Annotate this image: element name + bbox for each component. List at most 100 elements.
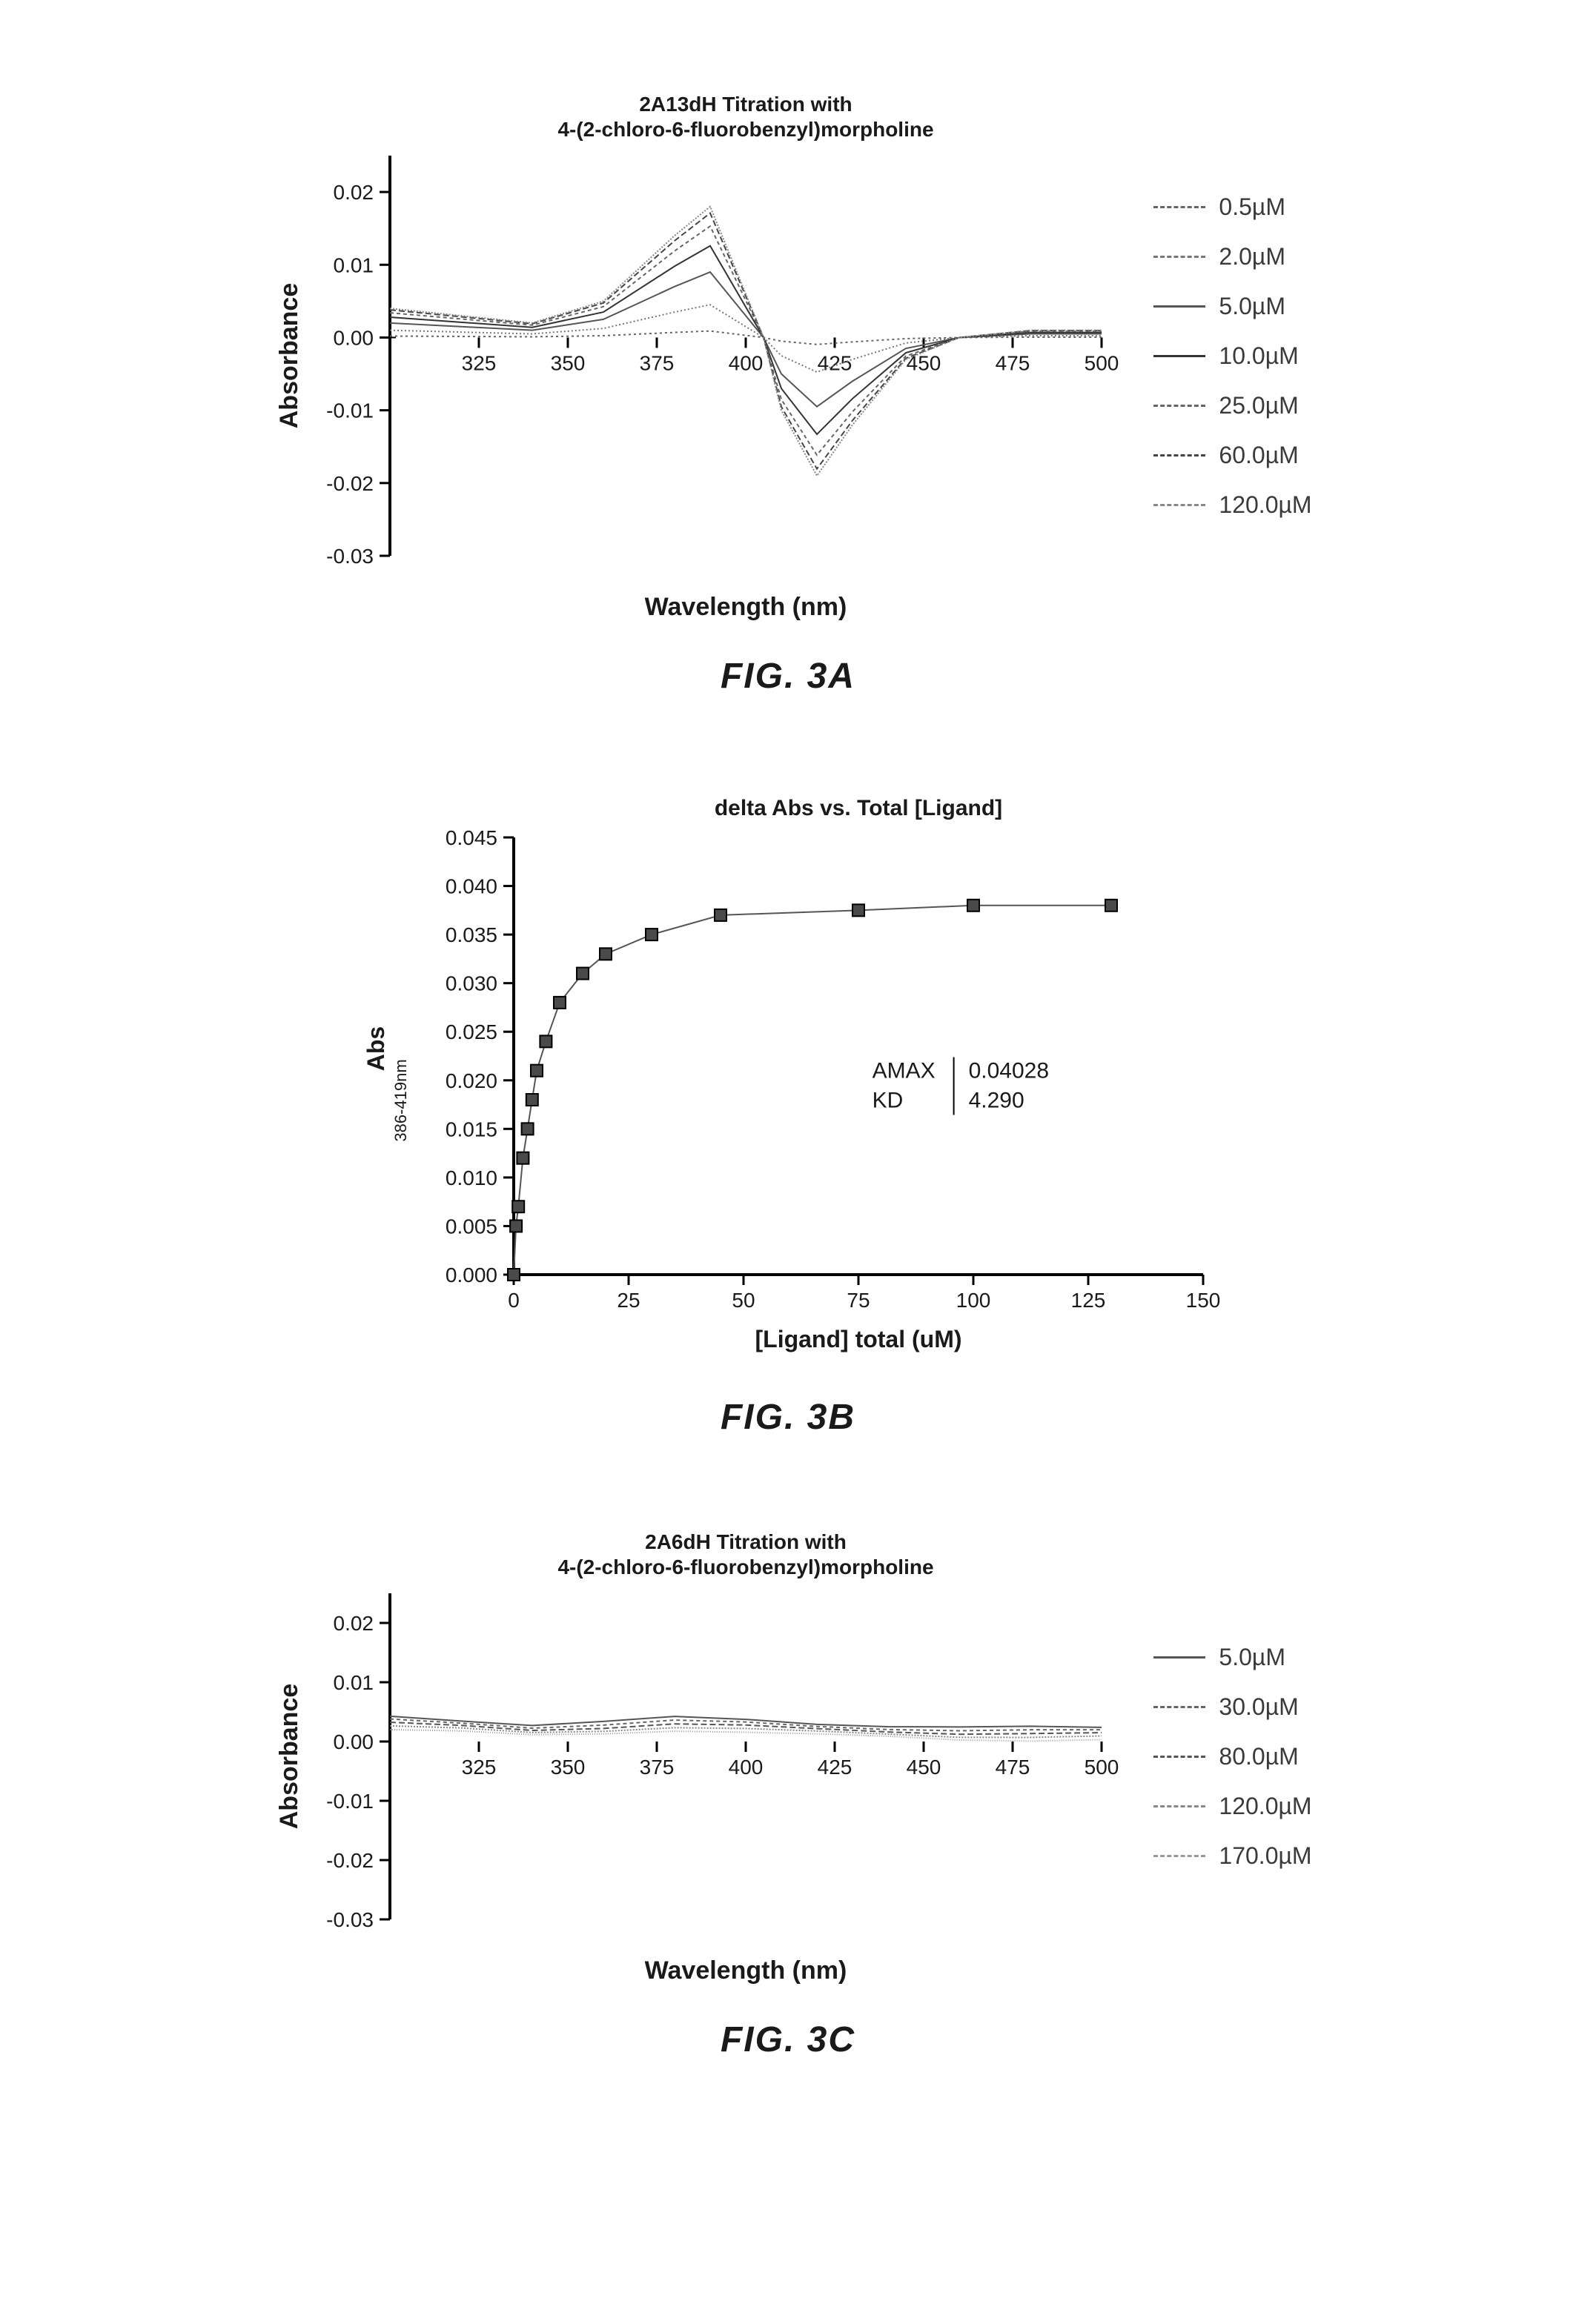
legend-item: 25.0µM	[1153, 392, 1311, 419]
svg-text:KD: KD	[873, 1089, 904, 1113]
figure-3b-chart: delta Abs vs. Total [Ligand] 0.000 0.005 0.…	[343, 786, 1233, 1364]
legend-label: 2.0µM	[1219, 243, 1285, 270]
svg-text:Wavelength (nm): Wavelength (nm)	[645, 1956, 847, 1985]
svg-text:0.01: 0.01	[334, 1671, 374, 1694]
legend-swatch	[1153, 1756, 1205, 1758]
svg-text:386-419nm: 386-419nm	[391, 1059, 410, 1141]
figure-3c-row: 2A6dH Titration with4-(2-chloro-6-fluoro…	[264, 1527, 1311, 1986]
legend-swatch	[1153, 206, 1205, 208]
legend-item: 120.0µM	[1153, 491, 1311, 519]
svg-text:150: 150	[1186, 1289, 1221, 1312]
legend-label: 120.0µM	[1219, 1793, 1311, 1820]
svg-text:2A13dH Titration with: 2A13dH Titration with	[640, 93, 852, 116]
svg-text:0.025: 0.025	[446, 1020, 497, 1043]
legend-item: 120.0µM	[1153, 1793, 1311, 1820]
figure-3b-label: FIG. 3B	[721, 1397, 855, 1438]
legend-label: 0.5µM	[1219, 193, 1285, 221]
svg-text:500: 500	[1085, 1756, 1119, 1779]
legend-item: 0.5µM	[1153, 193, 1311, 221]
legend-swatch	[1153, 305, 1205, 308]
legend-item: 170.0µM	[1153, 1842, 1311, 1870]
svg-text:0.010: 0.010	[446, 1166, 497, 1189]
svg-text:0.01: 0.01	[334, 253, 374, 276]
svg-text:125: 125	[1071, 1289, 1106, 1312]
svg-text:0.030: 0.030	[446, 972, 497, 995]
svg-text:-0.02: -0.02	[327, 472, 374, 495]
figure-3a-legend: 0.5µM 2.0µM 5.0µM 10.0µM 25.0µM 60.0µM 120.0µM	[1153, 193, 1311, 519]
svg-text:Absorbance: Absorbance	[275, 1684, 303, 1830]
figure-3c-label: FIG. 3C	[721, 2019, 855, 2060]
svg-text:2A6dH Titration with: 2A6dH Titration with	[646, 1530, 847, 1553]
page: 2A13dH Titration with4-(2-chloro-6-fluor…	[0, 0, 1576, 2324]
legend-swatch	[1153, 1855, 1205, 1857]
legend-item: 80.0µM	[1153, 1743, 1311, 1770]
svg-text:4.290: 4.290	[969, 1089, 1024, 1113]
svg-text:-0.03: -0.03	[327, 1908, 374, 1931]
svg-text:325: 325	[462, 1756, 497, 1779]
legend-item: 5.0µM	[1153, 1644, 1311, 1671]
svg-text:-0.02: -0.02	[327, 1849, 374, 1872]
svg-text:-0.01: -0.01	[327, 399, 374, 422]
figure-3c-chart: 2A6dH Titration with4-(2-chloro-6-fluoro…	[264, 1527, 1124, 1986]
figure-3a-chart: 2A13dH Titration with4-(2-chloro-6-fluor…	[264, 89, 1124, 622]
svg-text:425: 425	[818, 351, 852, 374]
svg-text:475: 475	[996, 351, 1030, 374]
svg-text:Wavelength (nm): Wavelength (nm)	[645, 593, 847, 621]
figure-3b-block: delta Abs vs. Total [Ligand] 0.000 0.005 0.…	[133, 786, 1443, 1438]
legend-label: 25.0µM	[1219, 392, 1298, 419]
legend-label: 80.0µM	[1219, 1743, 1298, 1770]
svg-text:425: 425	[818, 1756, 852, 1779]
svg-text:0.040: 0.040	[446, 875, 497, 898]
legend-label: 5.0µM	[1219, 293, 1285, 320]
legend-swatch	[1153, 256, 1205, 258]
figure-3a-label: FIG. 3A	[721, 656, 855, 697]
legend-label: 120.0µM	[1219, 491, 1311, 519]
svg-text:-0.03: -0.03	[327, 545, 374, 568]
legend-swatch	[1153, 1656, 1205, 1659]
svg-text:0.005: 0.005	[446, 1215, 497, 1238]
svg-text:0.045: 0.045	[446, 826, 497, 849]
svg-text:350: 350	[551, 1756, 586, 1779]
legend-item: 2.0µM	[1153, 243, 1311, 270]
figure-3a-row: 2A13dH Titration with4-(2-chloro-6-fluor…	[264, 89, 1311, 622]
svg-text:375: 375	[640, 1756, 675, 1779]
svg-text:0.000: 0.000	[446, 1264, 497, 1286]
legend-item: 10.0µM	[1153, 342, 1311, 370]
svg-text:0.04028: 0.04028	[969, 1059, 1049, 1083]
figure-3a-block: 2A13dH Titration with4-(2-chloro-6-fluor…	[133, 89, 1443, 697]
figure-3c-block: 2A6dH Titration with4-(2-chloro-6-fluoro…	[133, 1527, 1443, 2060]
legend-swatch	[1153, 454, 1205, 456]
legend-swatch	[1153, 355, 1205, 357]
svg-text:25: 25	[617, 1289, 640, 1312]
svg-text:0.02: 0.02	[334, 1612, 374, 1635]
svg-text:400: 400	[729, 351, 764, 374]
legend-swatch	[1153, 1706, 1205, 1708]
legend-label: 170.0µM	[1219, 1842, 1311, 1870]
svg-text:50: 50	[732, 1289, 755, 1312]
svg-text:Abs: Abs	[362, 1026, 389, 1071]
legend-item: 60.0µM	[1153, 442, 1311, 469]
legend-swatch	[1153, 405, 1205, 407]
svg-text:75: 75	[847, 1289, 870, 1312]
svg-text:375: 375	[640, 351, 675, 374]
figure-3c-legend: 5.0µM 30.0µM 80.0µM 120.0µM 170.0µM	[1153, 1644, 1311, 1870]
legend-item: 5.0µM	[1153, 293, 1311, 320]
svg-text:AMAX: AMAX	[873, 1059, 936, 1083]
legend-swatch	[1153, 504, 1205, 506]
svg-text:[Ligand] total (uM): [Ligand] total (uM)	[755, 1326, 961, 1352]
legend-label: 10.0µM	[1219, 342, 1298, 370]
svg-text:0.00: 0.00	[334, 326, 374, 349]
svg-text:100: 100	[956, 1289, 991, 1312]
svg-text:4-(2-chloro-6-fluorobenzyl)mor: 4-(2-chloro-6-fluorobenzyl)morpholine	[558, 118, 934, 141]
svg-text:350: 350	[551, 351, 586, 374]
legend-swatch	[1153, 1805, 1205, 1807]
svg-text:325: 325	[462, 351, 497, 374]
svg-text:0.02: 0.02	[334, 181, 374, 204]
legend-item: 30.0µM	[1153, 1693, 1311, 1721]
svg-text:500: 500	[1085, 351, 1119, 374]
svg-text:-0.01: -0.01	[327, 1790, 374, 1813]
svg-text:475: 475	[996, 1756, 1030, 1779]
svg-text:0.020: 0.020	[446, 1069, 497, 1092]
svg-text:0.00: 0.00	[334, 1730, 374, 1753]
svg-text:delta Abs vs. Total [Ligand]: delta Abs vs. Total [Ligand]	[715, 796, 1002, 820]
